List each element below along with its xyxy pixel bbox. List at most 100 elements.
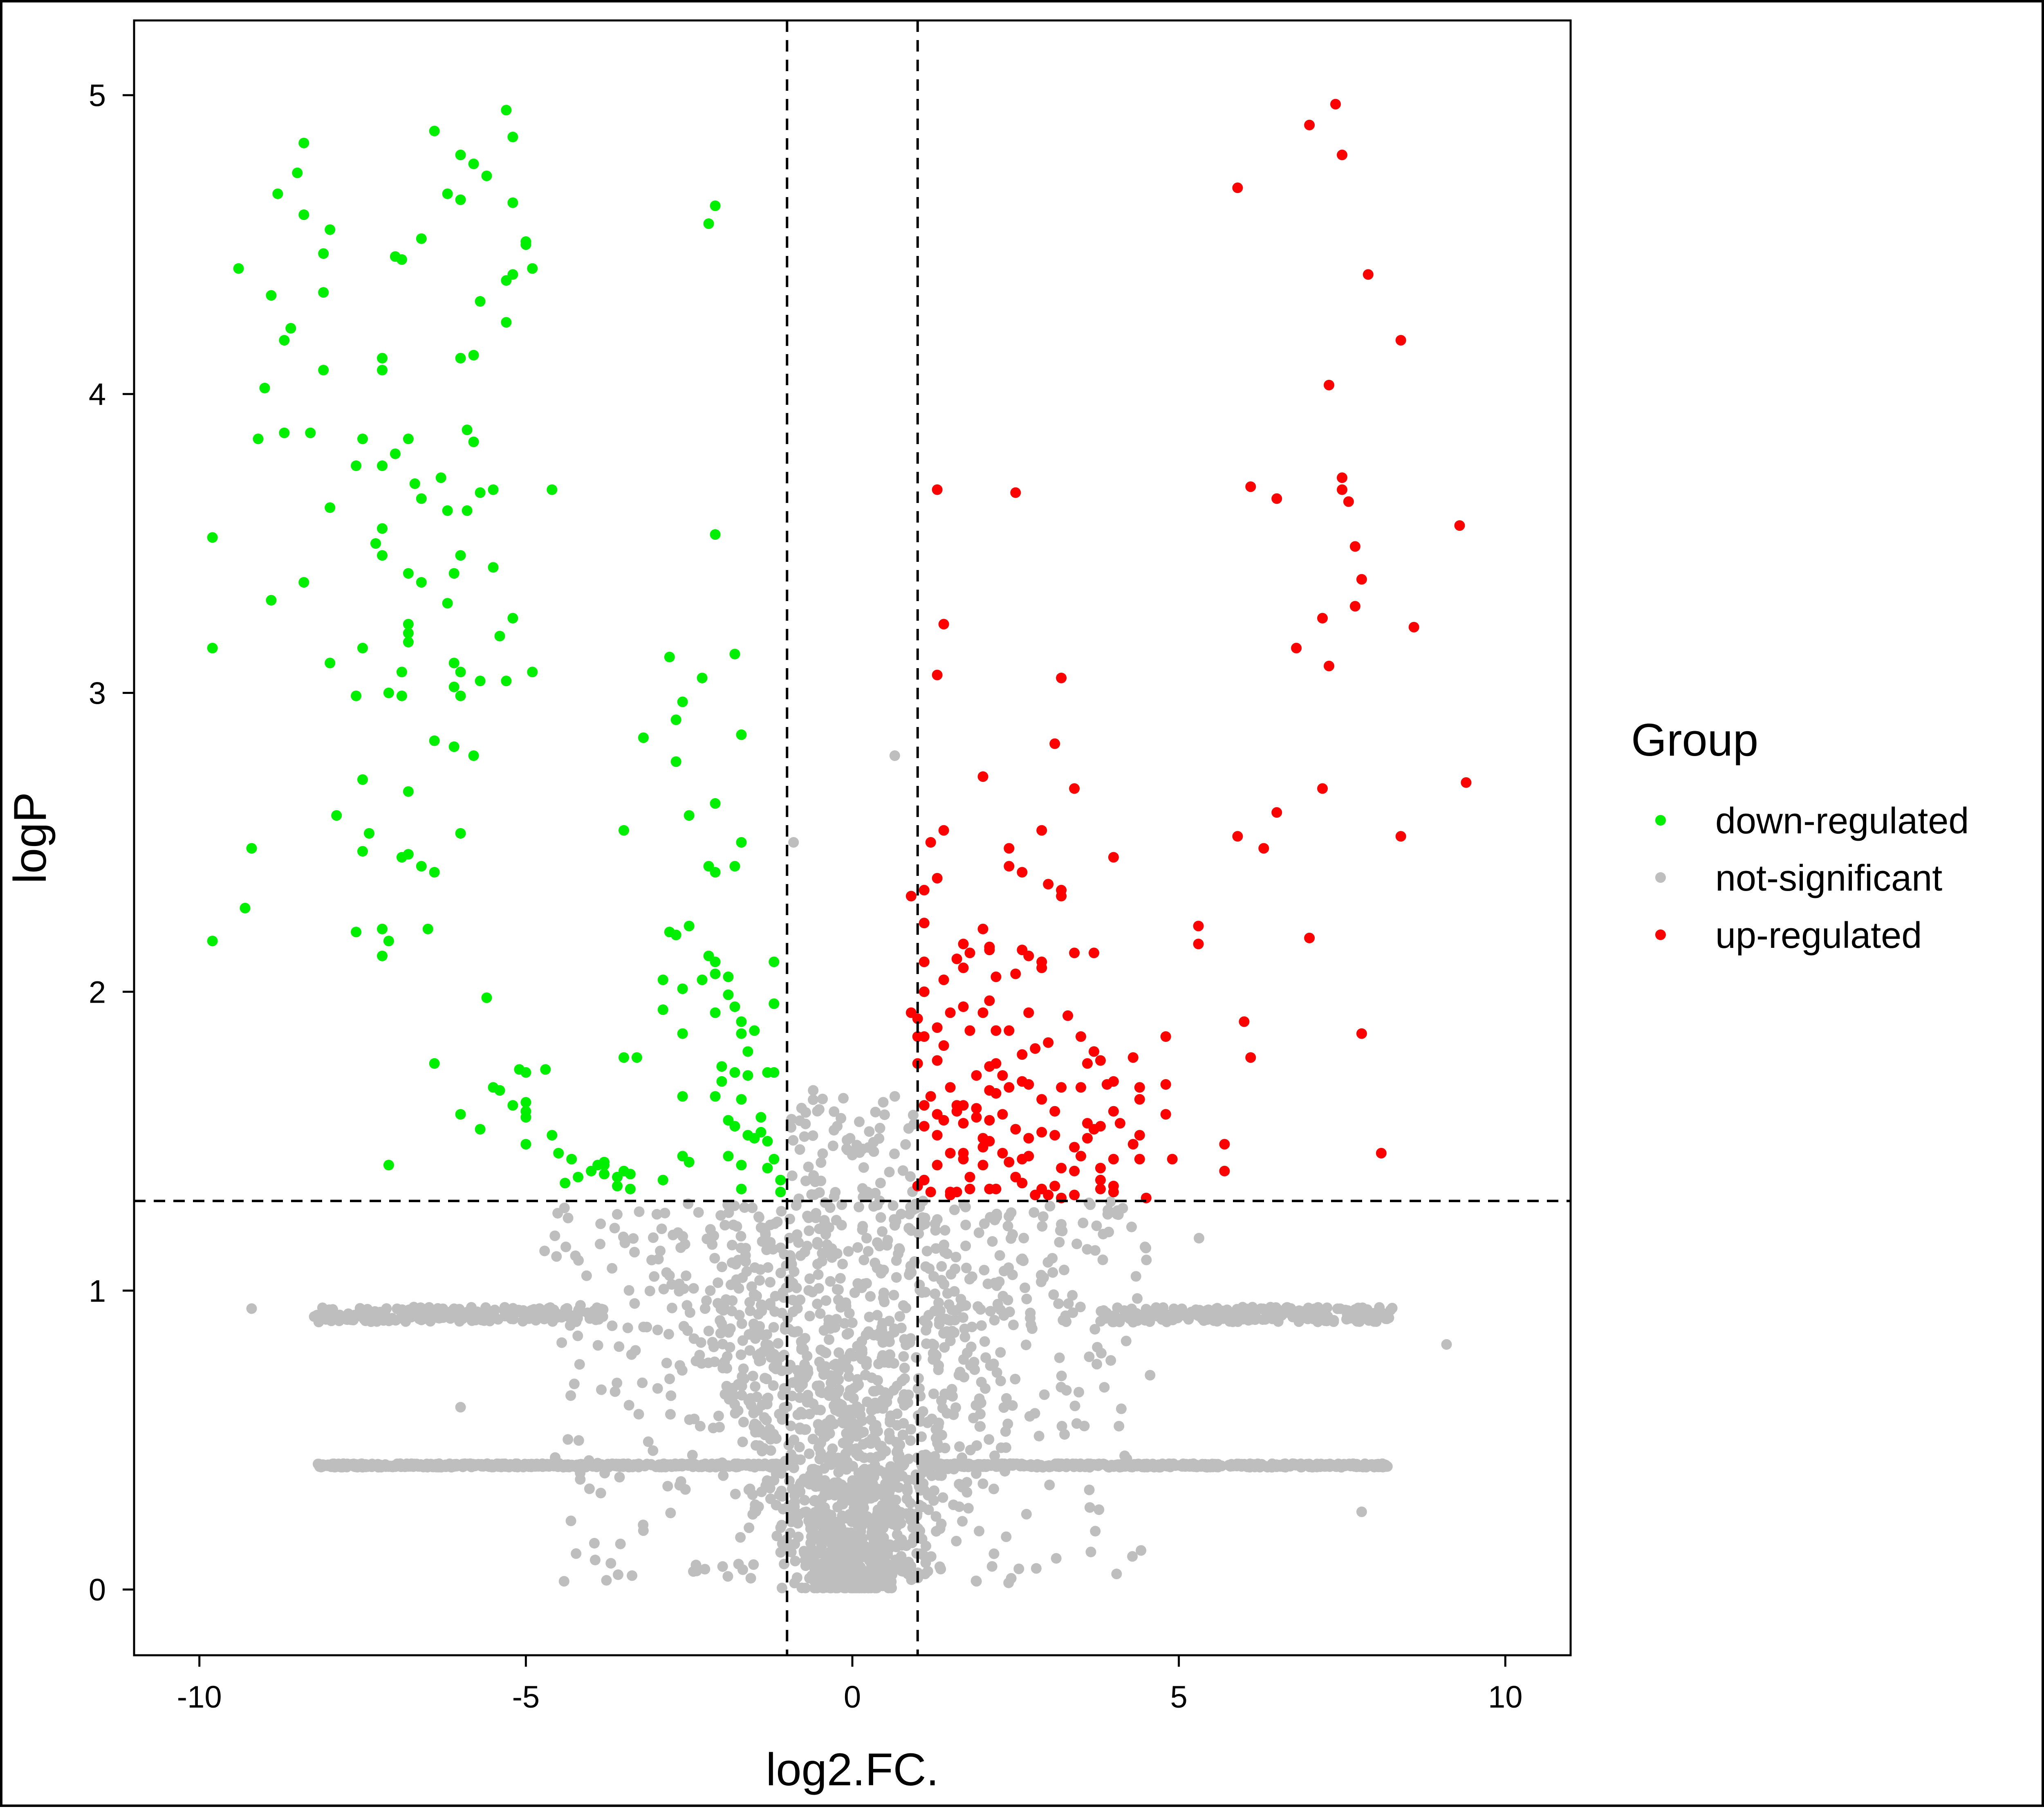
up-regulated-point	[932, 484, 943, 495]
not-significant-point	[873, 1358, 884, 1369]
not-significant-point	[811, 1208, 822, 1219]
down-regulated-point	[729, 649, 740, 660]
down-regulated-point	[396, 852, 407, 863]
not-significant-point	[1061, 1316, 1072, 1327]
not-significant-point	[754, 1356, 765, 1367]
not-significant-point	[861, 1233, 872, 1243]
not-significant-point	[823, 1515, 834, 1526]
not-significant-point	[768, 1380, 779, 1391]
down-regulated-point	[619, 1052, 629, 1063]
up-regulated-point	[991, 1088, 1002, 1099]
up-regulated-point	[1043, 1190, 1054, 1201]
not-significant-point	[878, 1293, 889, 1304]
up-regulated-point	[1004, 843, 1015, 854]
up-regulated-point	[1395, 831, 1406, 842]
not-significant-point	[806, 1189, 817, 1200]
not-significant-point	[440, 1459, 451, 1470]
up-regulated-point	[1337, 472, 1347, 483]
not-significant-point	[342, 1314, 353, 1325]
down-regulated-point	[325, 224, 336, 235]
not-significant-point	[804, 1311, 815, 1322]
up-regulated-point	[919, 1100, 930, 1111]
threshold-lines	[134, 20, 1571, 1655]
not-significant-point	[736, 1390, 747, 1401]
down-regulated-point	[377, 352, 388, 364]
not-significant-point	[689, 1414, 700, 1425]
not-significant-point	[629, 1298, 640, 1309]
not-significant-point	[803, 1161, 814, 1172]
up-regulated-point	[1330, 99, 1341, 110]
not-significant-point	[810, 1176, 821, 1187]
up-regulated-point	[1219, 1139, 1230, 1150]
up-regulated-point	[1004, 861, 1015, 872]
down-regulated-point	[448, 568, 459, 579]
up-regulated-point	[1304, 932, 1315, 943]
not-significant-point	[1094, 1504, 1105, 1515]
not-significant-point	[769, 1218, 780, 1229]
not-significant-point	[893, 1439, 904, 1450]
up-regulated-point	[984, 945, 995, 956]
not-significant-point	[835, 1273, 846, 1284]
not-significant-point	[457, 1313, 468, 1324]
not-significant-point	[897, 1430, 908, 1440]
not-significant-point	[787, 1377, 798, 1388]
not-significant-point	[818, 1369, 829, 1380]
down-regulated-point	[207, 532, 218, 543]
not-significant-point	[665, 1508, 676, 1518]
not-significant-point	[1145, 1370, 1156, 1381]
not-significant-point	[795, 1479, 806, 1490]
not-significant-point	[854, 1349, 865, 1360]
not-significant-point	[832, 1121, 843, 1132]
not-significant-point	[565, 1515, 576, 1526]
not-significant-point	[1217, 1311, 1228, 1322]
not-significant-point	[699, 1303, 710, 1314]
not-significant-point	[955, 1294, 966, 1305]
up-regulated-point	[951, 1106, 962, 1117]
not-significant-point	[607, 1320, 618, 1331]
not-significant-point	[847, 1528, 858, 1539]
not-significant-point	[879, 1387, 890, 1398]
not-significant-point	[894, 1311, 905, 1322]
not-significant-point	[928, 1388, 939, 1399]
not-significant-point	[989, 1450, 1000, 1461]
not-significant-point	[834, 1384, 845, 1395]
not-significant-point	[551, 1251, 562, 1262]
not-significant-point	[924, 1263, 935, 1274]
not-significant-point	[921, 1246, 932, 1257]
not-significant-point	[883, 1543, 894, 1554]
not-significant-point	[938, 1328, 949, 1339]
not-significant-point	[973, 1301, 984, 1312]
y-tick-label: 1	[89, 1274, 106, 1308]
not-significant-point	[357, 1462, 368, 1473]
not-significant-point	[782, 1364, 793, 1375]
not-significant-point	[881, 1477, 892, 1488]
not-significant-point	[1010, 1374, 1021, 1385]
not-significant-point	[666, 1279, 677, 1290]
not-significant-point	[539, 1246, 550, 1257]
not-significant-point	[865, 1291, 876, 1302]
not-significant-point	[738, 1363, 749, 1374]
not-significant-point	[708, 1423, 719, 1434]
not-significant-point	[776, 1308, 787, 1319]
not-significant-point	[858, 1427, 869, 1438]
up-regulated-point	[1023, 1079, 1034, 1090]
not-significant-point	[334, 1311, 345, 1322]
up-regulated-point	[1023, 1007, 1034, 1018]
not-significant-point	[747, 1371, 758, 1382]
not-significant-point	[554, 1458, 565, 1469]
up-regulated-point	[1062, 1010, 1074, 1021]
not-significant-point	[615, 1538, 626, 1549]
not-significant-point	[695, 1421, 706, 1432]
down-regulated-point	[612, 1172, 623, 1183]
up-regulated-point	[1219, 1165, 1230, 1176]
down-regulated-point	[285, 323, 296, 334]
down-regulated-point	[383, 1160, 394, 1171]
down-regulated-point	[657, 1004, 668, 1015]
not-significant-point	[971, 1576, 982, 1587]
not-significant-point	[903, 1475, 914, 1486]
not-significant-point	[825, 1202, 836, 1213]
not-significant-point	[1021, 1293, 1032, 1304]
not-significant-point	[812, 1477, 823, 1488]
not-significant-point	[744, 1297, 755, 1308]
not-significant-point	[1029, 1207, 1040, 1218]
